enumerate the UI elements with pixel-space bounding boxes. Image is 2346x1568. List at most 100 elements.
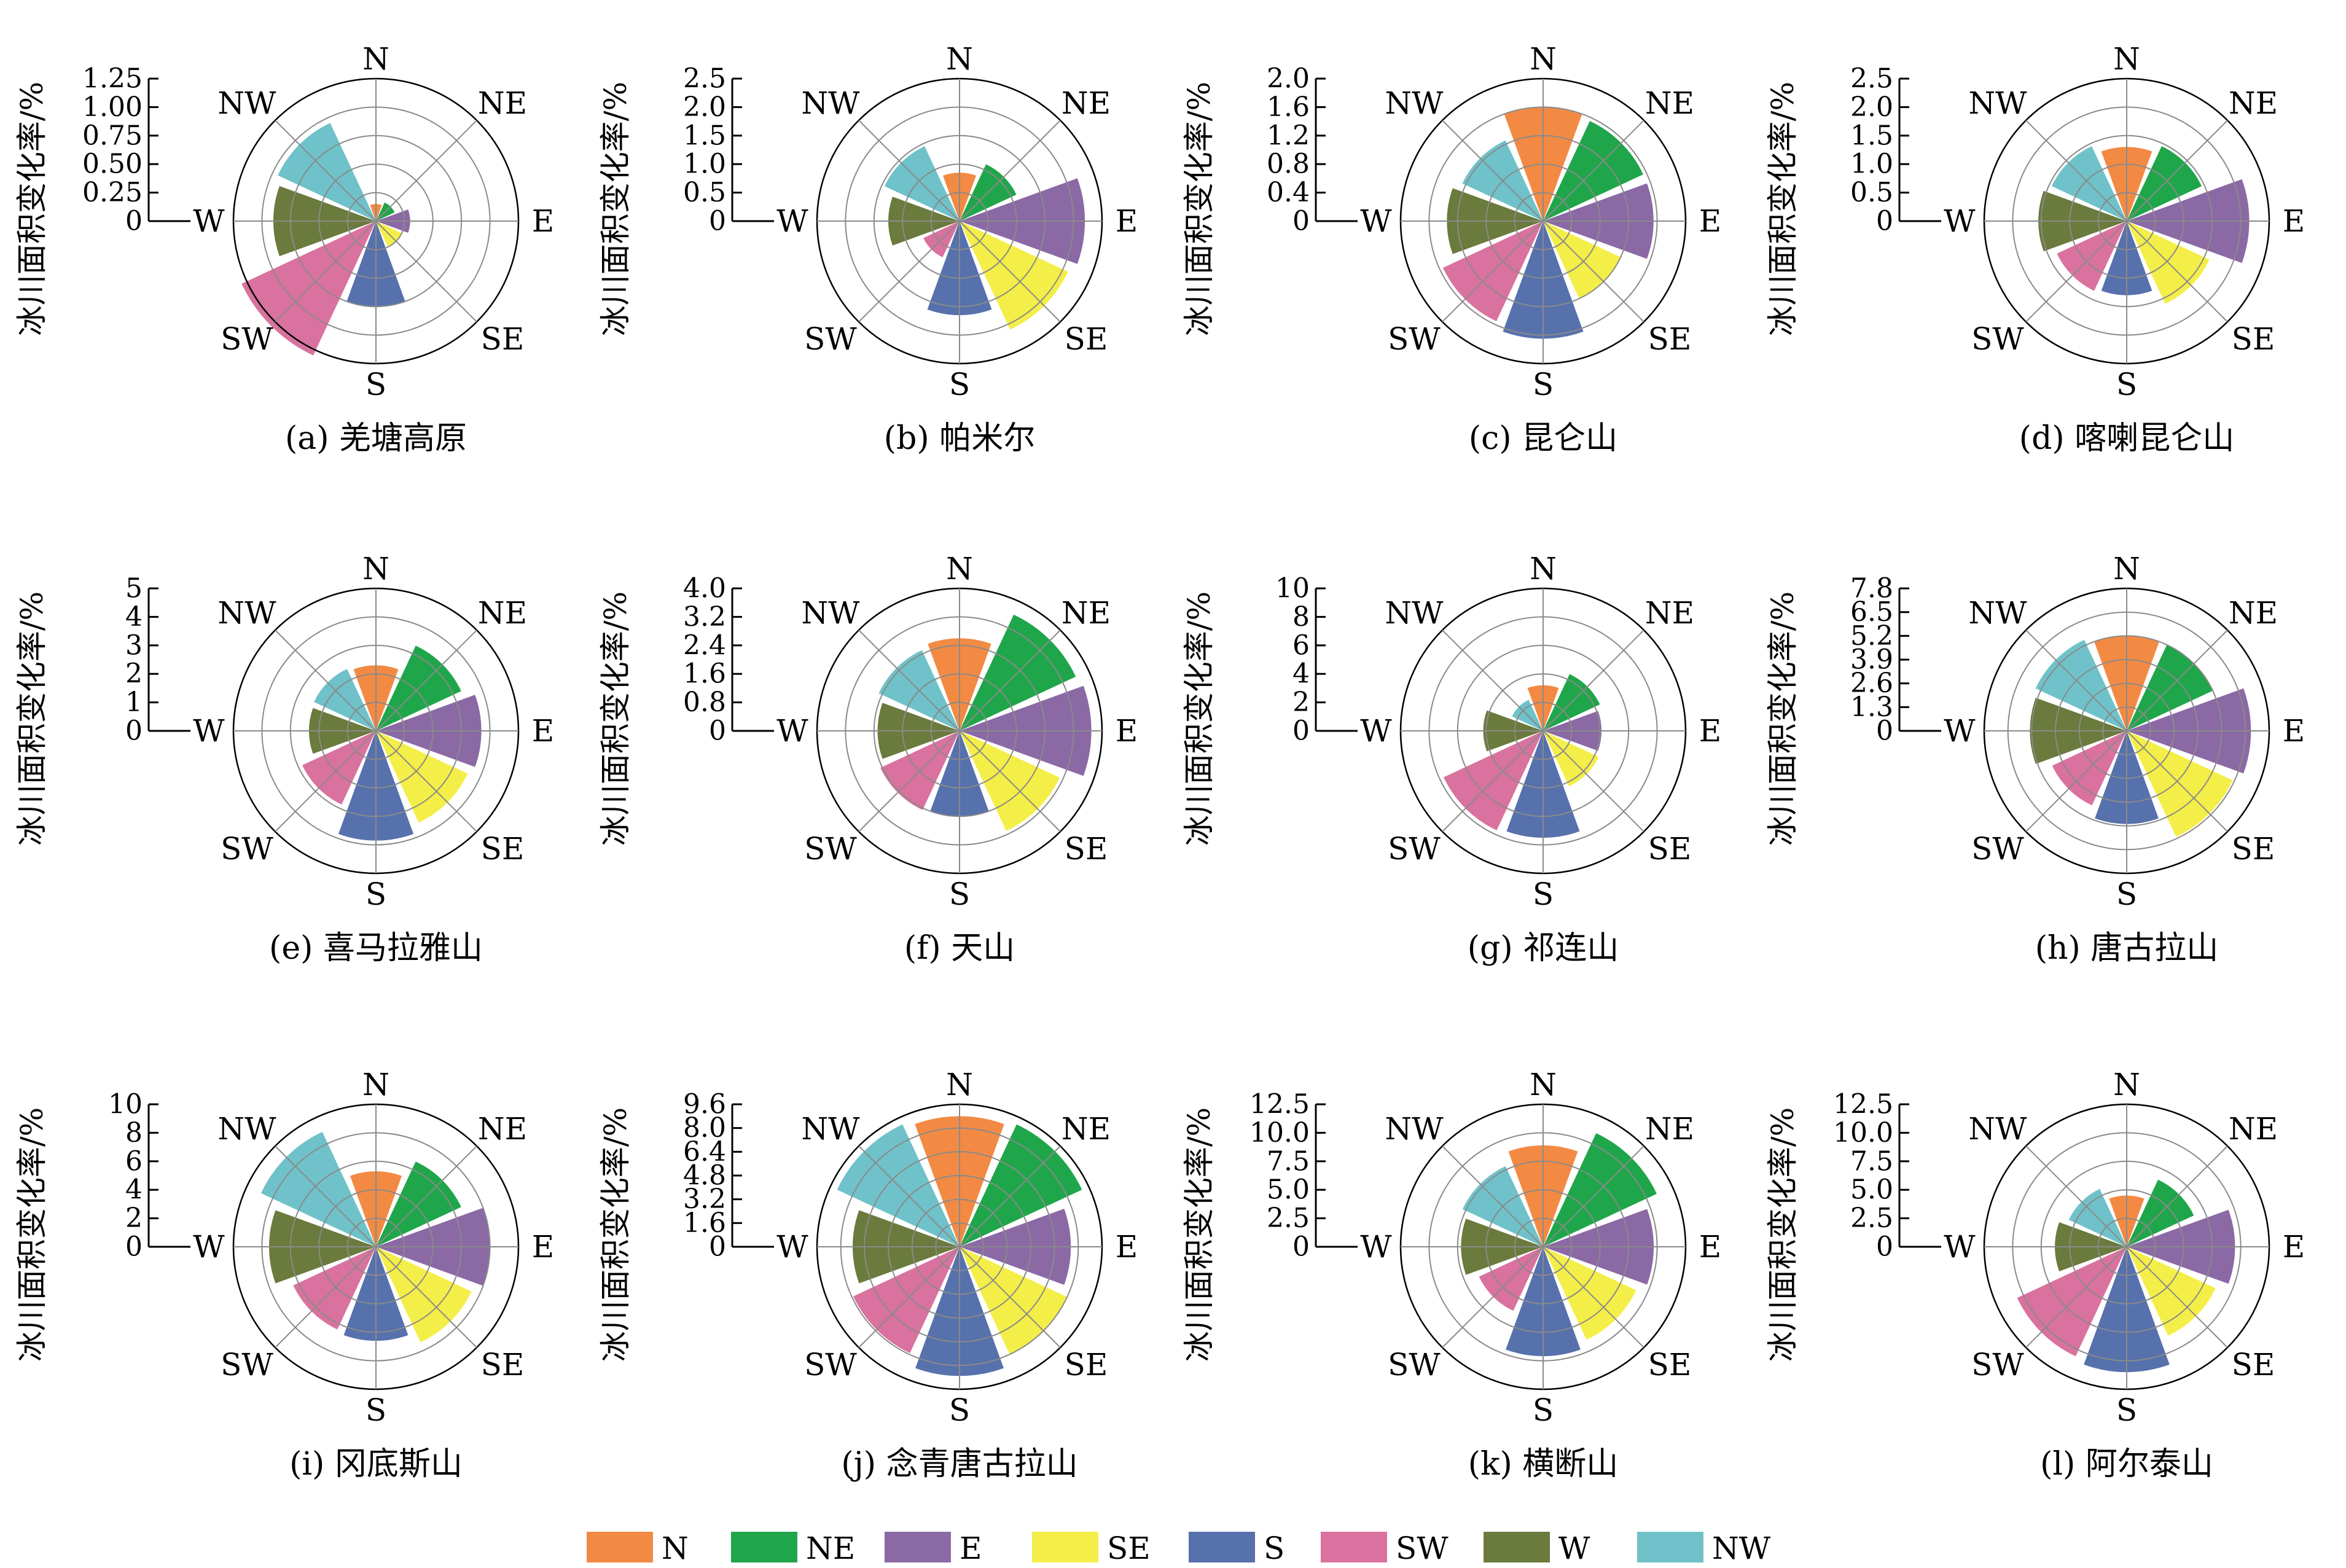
radial-tick-label: 0.8 — [1267, 149, 1310, 180]
direction-label-e: E — [532, 203, 555, 239]
y-axis-label: 冰川面积变化率/% — [1765, 591, 1801, 846]
radial-tick-label: 2.6 — [1850, 668, 1893, 699]
radial-tick-label: 0.50 — [82, 149, 143, 180]
direction-label-s: S — [949, 367, 970, 402]
direction-label-sw: SW — [804, 831, 857, 867]
radial-tick-label: 10 — [108, 1089, 143, 1120]
grid-spoke — [1542, 220, 1644, 322]
legend-swatch-n — [587, 1532, 653, 1562]
radial-tick-label: 1.5 — [1850, 120, 1893, 151]
direction-label-n: N — [946, 41, 973, 77]
grid-spoke — [2025, 1145, 2127, 1247]
polar-panel-2: N NE E SE S SW W NW 00.51.01.52.02.5 冰川面积变化率/% (b)… — [598, 41, 1138, 457]
panel-title: (i) 冈底斯山 — [289, 1446, 463, 1483]
radial-tick-label: 1.6 — [683, 658, 726, 690]
direction-label-s: S — [2116, 367, 2137, 402]
panel-title: (f) 天山 — [904, 930, 1015, 967]
y-axis-label: 冰川面积变化率/% — [1765, 82, 1801, 336]
direction-label-e: E — [1699, 203, 1722, 239]
radial-tick-label: 1.0 — [1850, 149, 1893, 180]
grid-spoke — [275, 630, 377, 731]
direction-label-sw: SW — [1388, 831, 1441, 867]
radial-tick-label: 0.5 — [683, 177, 726, 208]
direction-label-nw: NW — [801, 595, 860, 631]
y-axis-label: 冰川面积变化率/% — [1181, 82, 1217, 336]
grid-spoke — [375, 120, 477, 222]
direction-label-sw: SW — [804, 321, 857, 357]
direction-label-sw: SW — [1971, 1347, 2024, 1383]
grid-spoke — [2126, 120, 2228, 222]
panel-title: (d) 喀喇昆仑山 — [2019, 420, 2234, 457]
panel-title: (k) 横断山 — [1468, 1446, 1619, 1483]
direction-label-se: SE — [1648, 321, 1692, 357]
direction-label-w: W — [776, 1229, 808, 1265]
direction-label-w: W — [1360, 1229, 1392, 1265]
direction-label-n: N — [946, 1067, 973, 1102]
grid-spoke — [2126, 630, 2228, 731]
grid-spoke — [858, 220, 960, 322]
grid-spoke — [2126, 730, 2228, 832]
direction-label-n: N — [946, 551, 973, 587]
grid-spoke — [1442, 730, 1544, 832]
direction-label-w: W — [776, 203, 808, 239]
y-axis-label: 冰川面积变化率/% — [1181, 591, 1217, 846]
panel-title: (c) 昆仑山 — [1469, 420, 1617, 457]
direction-label-nw: NW — [1968, 1111, 2027, 1147]
direction-label-se: SE — [1648, 831, 1692, 867]
polar-panel-11: N NE E SE S SW W NW 02.55.07.510.012.5 冰川面积变化率/% (… — [1181, 1067, 1721, 1483]
direction-label-se: SE — [1648, 1347, 1692, 1383]
grid-spoke — [959, 730, 1061, 832]
direction-label-se: SE — [481, 321, 525, 357]
direction-label-n: N — [1530, 41, 1557, 77]
radial-tick-label: 10 — [1275, 573, 1310, 604]
radial-tick-label: 0 — [709, 716, 726, 747]
direction-label-nw: NW — [217, 85, 276, 121]
legend-label-sw: SW — [1396, 1531, 1449, 1566]
direction-label-se: SE — [2232, 1347, 2275, 1383]
grid-spoke — [375, 630, 477, 731]
grid-spoke — [2126, 220, 2228, 322]
radial-tick-label: 2.5 — [1267, 1203, 1310, 1234]
radial-tick-label: 9.6 — [683, 1089, 726, 1120]
panel-title: (h) 唐古拉山 — [2035, 930, 2219, 967]
grid-spoke — [275, 220, 377, 322]
direction-label-sw: SW — [221, 321, 273, 357]
direction-label-se: SE — [481, 831, 525, 867]
radial-tick-label: 6.5 — [1850, 596, 1893, 628]
y-axis-label: 冰川面积变化率/% — [1765, 1107, 1801, 1362]
direction-label-e: E — [1116, 1229, 1138, 1265]
grid-spoke — [858, 630, 960, 731]
legend-swatch-nw — [1637, 1532, 1703, 1562]
direction-label-nw: NW — [217, 595, 276, 631]
direction-label-w: W — [776, 713, 808, 749]
radial-tick-label: 5.2 — [1850, 620, 1893, 652]
direction-label-e: E — [1699, 713, 1722, 749]
radial-tick-label: 3 — [125, 630, 143, 661]
grid-spoke — [275, 730, 377, 832]
direction-label-s: S — [949, 876, 970, 912]
radial-tick-label: 1.6 — [1267, 92, 1310, 123]
radial-tick-label: 6 — [1292, 630, 1310, 661]
legend-swatch-e — [885, 1532, 951, 1562]
radial-tick-label: 4 — [125, 1174, 143, 1206]
radial-tick-label: 0 — [1876, 716, 1893, 747]
radial-tick-label: 0 — [125, 716, 143, 747]
direction-label-w: W — [1944, 203, 1976, 239]
polar-panel-12: N NE E SE S SW W NW 02.55.07.510.012.5 冰川面积变化率/% (… — [1765, 1067, 2305, 1483]
radial-tick-label: 3.2 — [683, 601, 726, 633]
direction-label-e: E — [532, 713, 555, 749]
direction-label-sw: SW — [1971, 321, 2024, 357]
direction-label-s: S — [1533, 367, 1554, 402]
direction-label-n: N — [1530, 1067, 1557, 1102]
radial-tick-label: 3.2 — [683, 1184, 726, 1215]
direction-label-se: SE — [2232, 321, 2275, 357]
grid-spoke — [1542, 1246, 1644, 1348]
direction-label-ne: NE — [2229, 595, 2278, 631]
radial-tick-label: 8 — [125, 1117, 143, 1149]
direction-label-sw: SW — [804, 1347, 857, 1383]
y-axis-label: 冰川面积变化率/% — [14, 82, 50, 336]
radial-tick-label: 4.0 — [683, 573, 726, 604]
grid-spoke — [2025, 1246, 2127, 1348]
grid-spoke — [858, 1246, 960, 1348]
